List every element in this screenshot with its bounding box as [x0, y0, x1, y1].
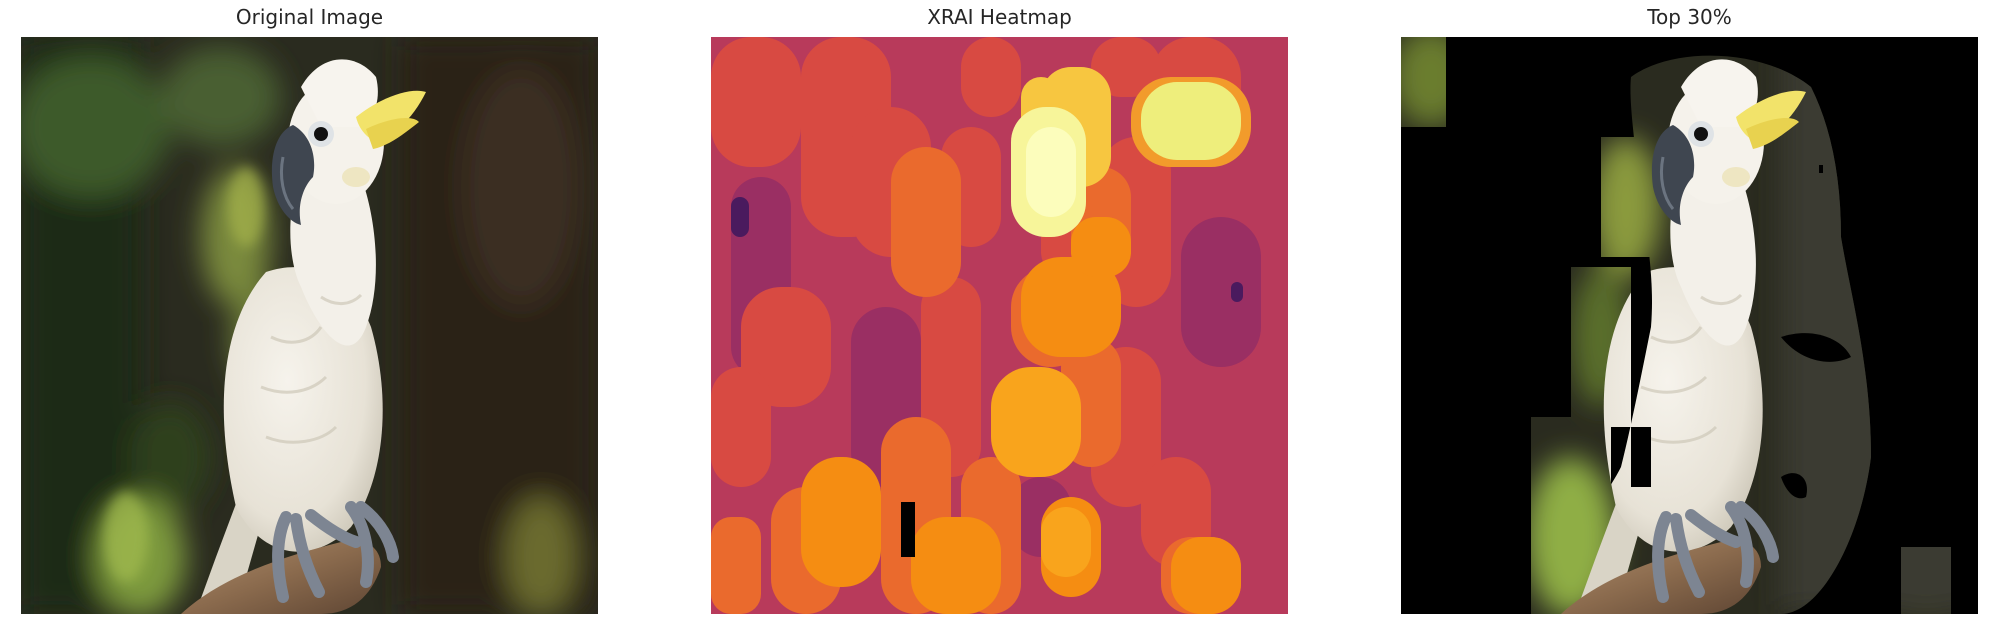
- top-30-panel: [1401, 37, 1978, 614]
- panel-title-original: Original Image: [235, 5, 384, 29]
- panel-title-top-30: Top 30%: [1647, 5, 1732, 29]
- panel-title-heatmap: XRAI Heatmap: [927, 5, 1072, 29]
- xrai-heatmap-panel: [711, 37, 1288, 614]
- original-image-panel: [21, 37, 598, 614]
- xrai-heatmap: [711, 37, 1288, 614]
- original-image: [21, 37, 598, 614]
- top-30-mask-image: [1401, 37, 1978, 614]
